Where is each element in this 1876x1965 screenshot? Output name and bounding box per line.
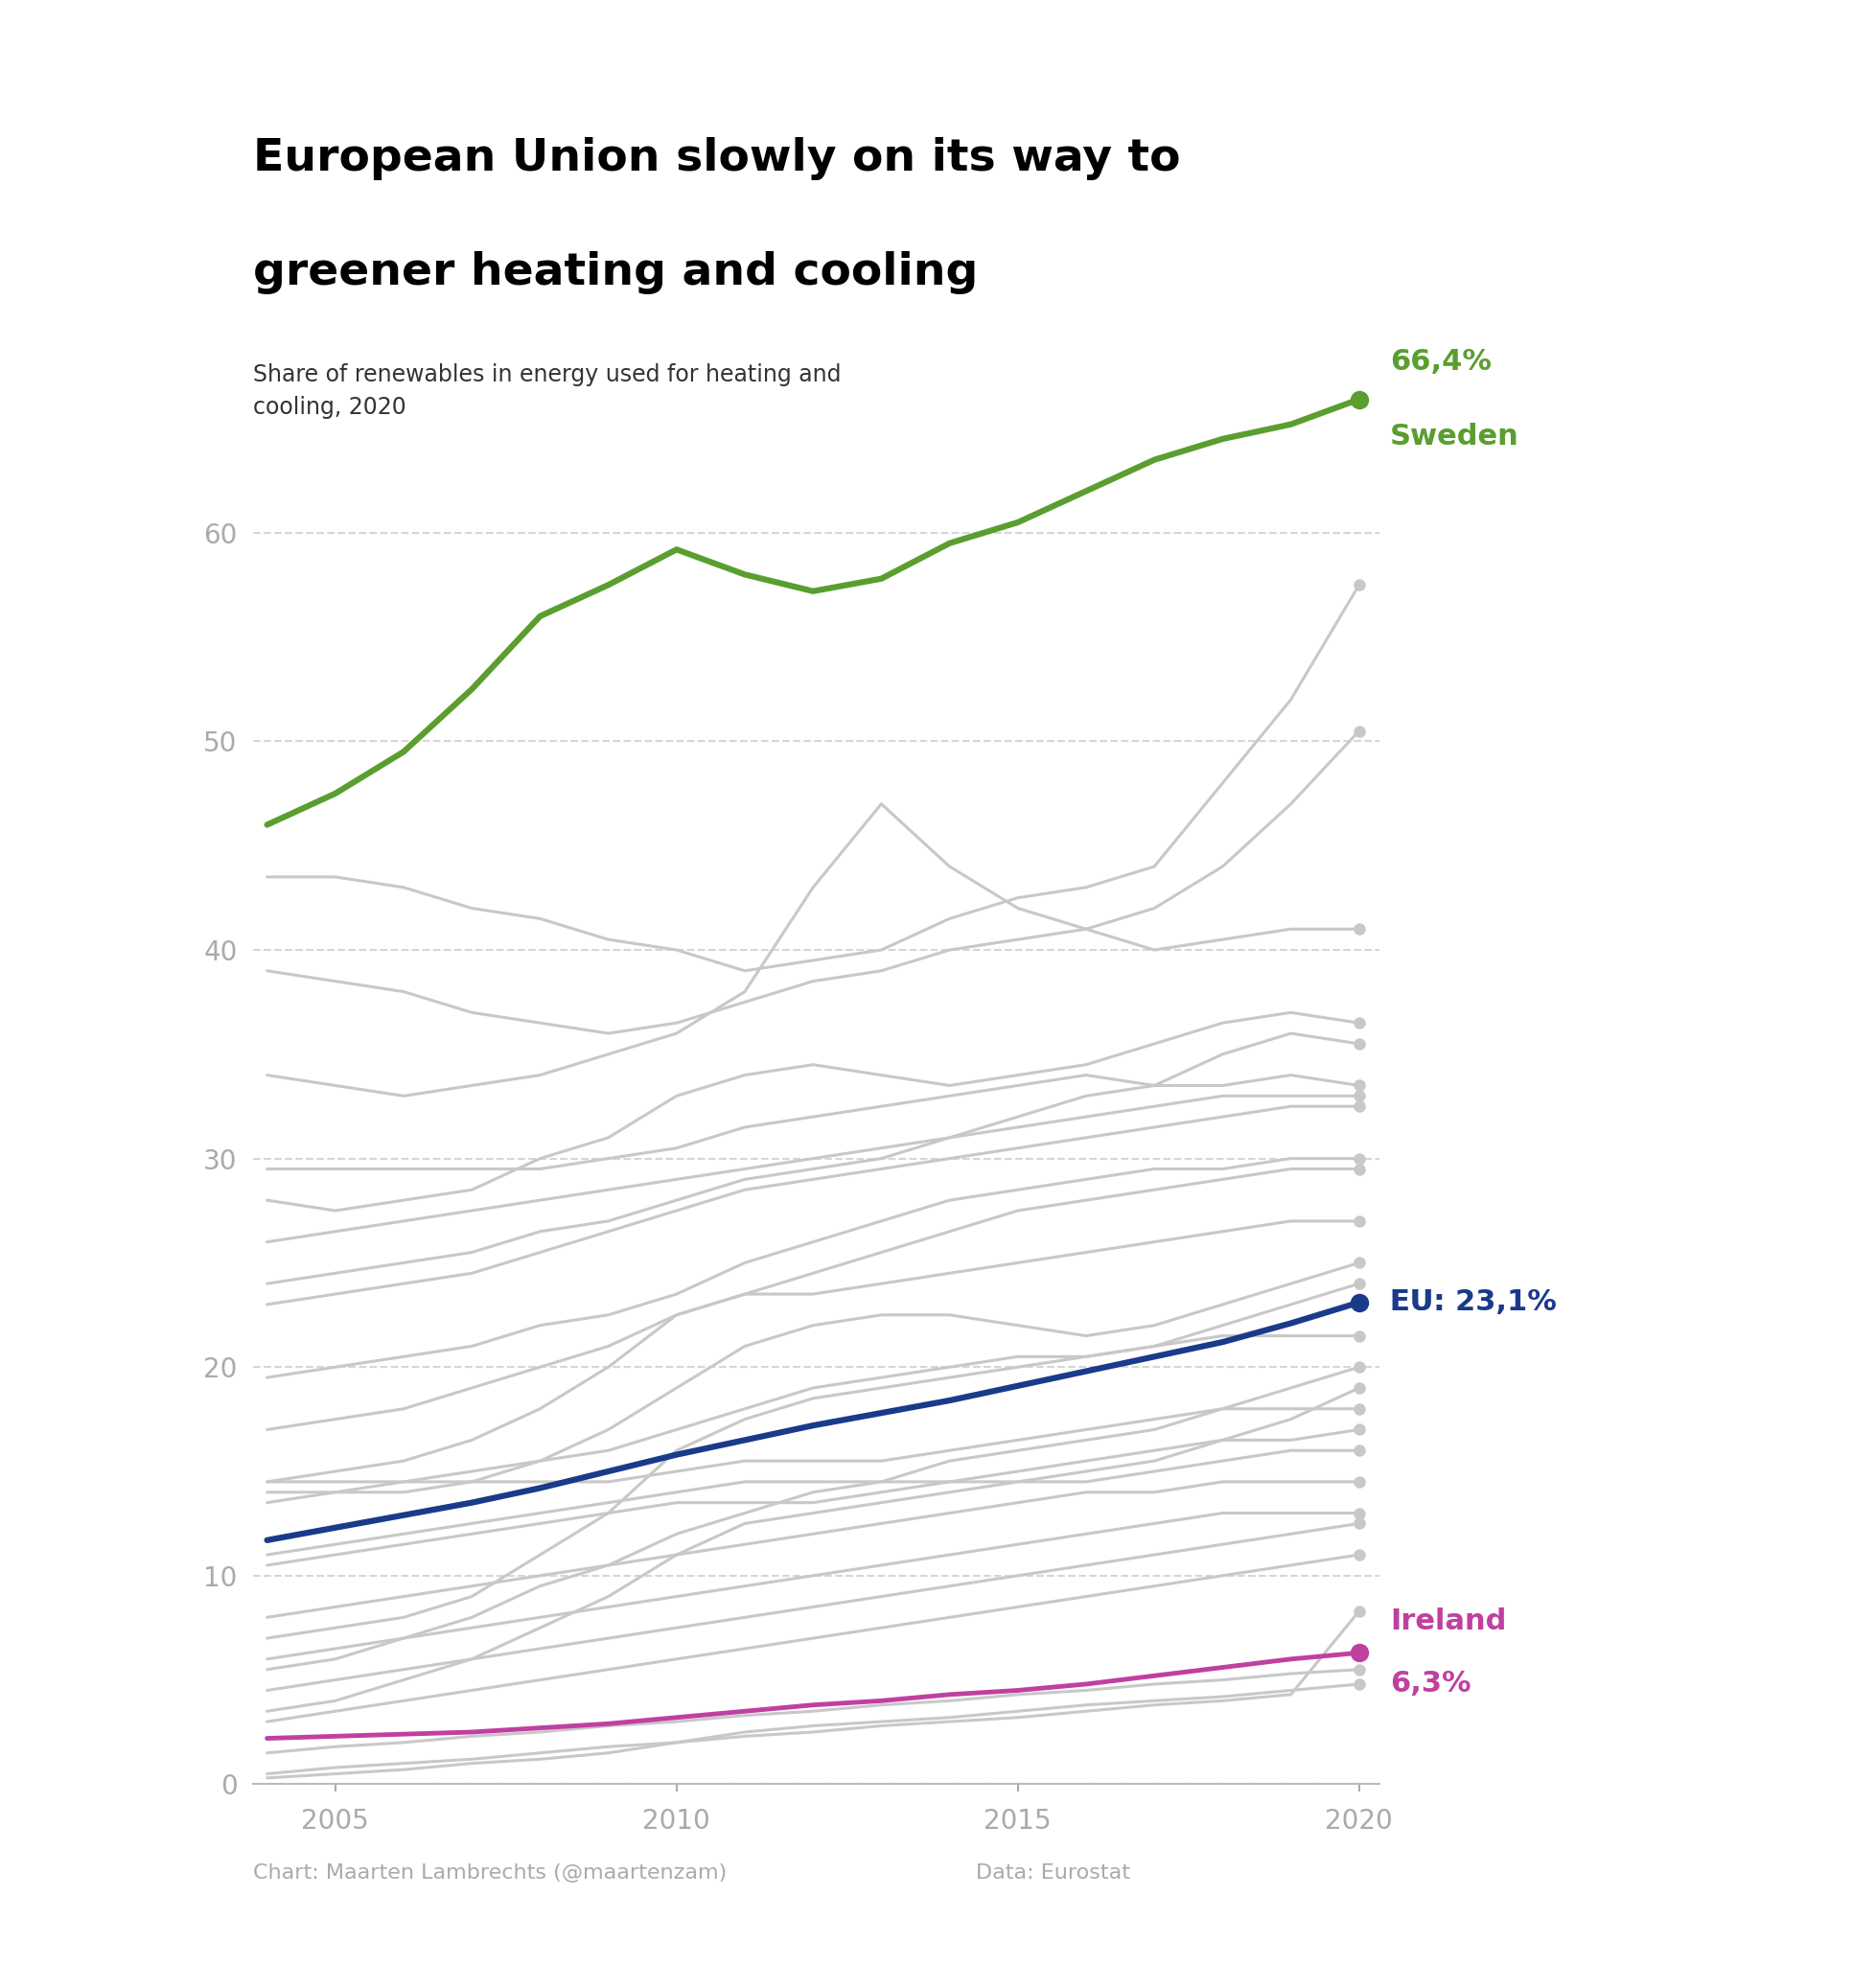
Text: European Union slowly on its way to: European Union slowly on its way to: [253, 138, 1180, 181]
Text: Share of renewables in energy used for heating and
cooling, 2020: Share of renewables in energy used for h…: [253, 364, 840, 419]
Text: 6,3%: 6,3%: [1388, 1670, 1471, 1698]
Text: Sweden: Sweden: [1388, 422, 1518, 450]
Text: 66,4%: 66,4%: [1388, 348, 1491, 375]
Text: Chart: Maarten Lambrechts (@maartenzam): Chart: Maarten Lambrechts (@maartenzam): [253, 1863, 726, 1882]
Text: Data: Eurostat: Data: Eurostat: [976, 1863, 1129, 1882]
Text: EU: 23,1%: EU: 23,1%: [1388, 1289, 1555, 1317]
Text: EU:: EU:: [1388, 1289, 1454, 1317]
Text: Ireland: Ireland: [1388, 1607, 1505, 1635]
Text: greener heating and cooling: greener heating and cooling: [253, 252, 977, 295]
